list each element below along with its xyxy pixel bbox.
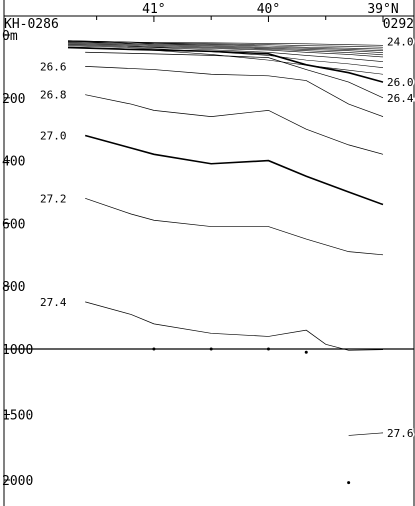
shallow-contour-4	[67, 41, 384, 53]
contour-lines	[67, 40, 384, 436]
contour-label-27.6: 27.6	[387, 427, 414, 440]
station-label-left: KH-0286	[4, 17, 59, 32]
text-labels: 41° 40° 39°N KH-0286 0292 0m 200 400 600 800 1000 1…	[2, 2, 415, 489]
station-dots	[152, 347, 351, 485]
station-dot-4	[347, 481, 351, 485]
y-tick-label-lower-1: 2000	[2, 474, 33, 489]
contour-label-26.8: 26.8	[40, 89, 67, 102]
y-tick-label-4: 800	[2, 280, 25, 295]
station-dot-1	[209, 347, 213, 351]
contour-label-27.2: 27.2	[40, 192, 67, 205]
station-label-right: 0292	[383, 17, 414, 32]
contour-26.6	[85, 66, 384, 117]
contour-26.8	[85, 94, 384, 155]
x-tick-label-2: 39°N	[367, 2, 398, 17]
contour-label-26.0: 26.0	[387, 76, 414, 89]
y-tick-label-3: 600	[2, 217, 25, 232]
shallow-contour-2	[67, 40, 384, 50]
contour-27.6	[348, 432, 384, 436]
y-tick-label-0: 0m	[2, 29, 18, 44]
station-dot-2	[266, 347, 270, 351]
contour-label-26.4: 26.4	[387, 92, 414, 105]
plot-frame	[3, 0, 415, 506]
contour-label-27.0: 27.0	[40, 129, 67, 142]
contour-26.4	[85, 51, 384, 99]
contour-27.4	[85, 301, 384, 351]
shallow-contour-3	[67, 40, 384, 51]
y-tick-label-lower-0: 1500	[2, 409, 33, 424]
y-tick-label-2: 400	[2, 155, 25, 170]
contour-label-27.4: 27.4	[40, 296, 67, 309]
x-tick-label-0: 41°	[142, 2, 165, 17]
contour-label-24.0: 24.0	[387, 35, 414, 48]
contour-27.2	[85, 197, 384, 256]
y-tick-label-1: 200	[2, 92, 25, 107]
contour-27.0	[84, 134, 384, 206]
station-dot-0	[152, 347, 156, 351]
shallow-contour-6	[67, 43, 384, 58]
y-tick-label-5: 1000	[2, 343, 33, 358]
shallow-contour-8	[67, 45, 384, 68]
station-dot-3	[304, 350, 308, 354]
x-tick-label-1: 40°	[257, 2, 280, 17]
shallow-contour-7	[67, 44, 384, 62]
shallow-contour-5	[67, 42, 384, 56]
contour-label-26.6: 26.6	[40, 60, 67, 73]
contour-26.0	[67, 46, 384, 83]
